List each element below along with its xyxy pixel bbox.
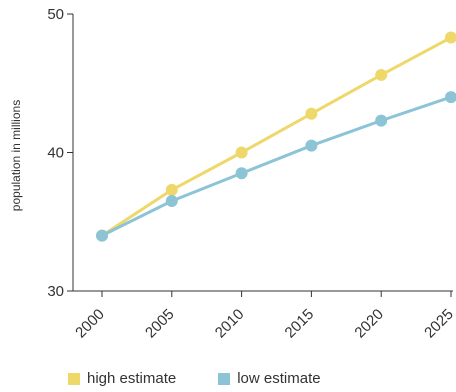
data-point-high-estimate-2025	[445, 31, 456, 44]
data-point-high-estimate-2010	[235, 146, 248, 159]
data-point-high-estimate-2015	[305, 107, 318, 120]
x-tick-label-2005: 2005	[142, 306, 178, 342]
data-point-low-estimate-2000	[96, 229, 108, 242]
y-ticks: 30 40 50	[47, 6, 73, 300]
series-line-high-estimate	[100, 36, 453, 238]
x-tick-label-2010: 2010	[212, 306, 248, 342]
axes	[72, 14, 453, 292]
legend-item-high-estimate: high estimate	[68, 371, 176, 387]
legend-label-high-estimate: high estimate	[87, 370, 177, 387]
x-ticks: 2000 2005 2010 2015 2020 2025	[72, 291, 456, 341]
legend-label-low-estimate: low estimate	[237, 370, 321, 387]
data-point-low-estimate-2010	[235, 167, 248, 180]
y-tick-label-50: 50	[47, 6, 64, 23]
data-point-low-estimate-2020	[375, 114, 388, 127]
legend-swatch-high-estimate	[68, 373, 80, 385]
data-point-high-estimate-2005	[165, 183, 178, 196]
y-tick-label-40: 40	[47, 145, 64, 162]
x-tick-label-2025: 2025	[421, 306, 456, 342]
y-tick-label-30: 30	[47, 283, 64, 300]
y-axis-title: population in millions	[9, 100, 23, 211]
legend-swatch-low-estimate	[218, 373, 231, 385]
series-layer	[96, 31, 456, 242]
data-point-low-estimate-2005	[165, 194, 178, 207]
series-line-low-estimate	[100, 95, 453, 238]
data-point-low-estimate-2025	[445, 91, 456, 104]
x-tick-label-2015: 2015	[282, 306, 318, 342]
x-tick-label-2020: 2020	[351, 306, 387, 342]
legend-item-low-estimate: low estimate	[218, 370, 321, 387]
legend: high estimate low estimate	[68, 371, 321, 387]
x-tick-label-2000: 2000	[72, 306, 108, 342]
data-point-high-estimate-2020	[375, 68, 388, 81]
data-point-low-estimate-2015	[305, 139, 318, 152]
